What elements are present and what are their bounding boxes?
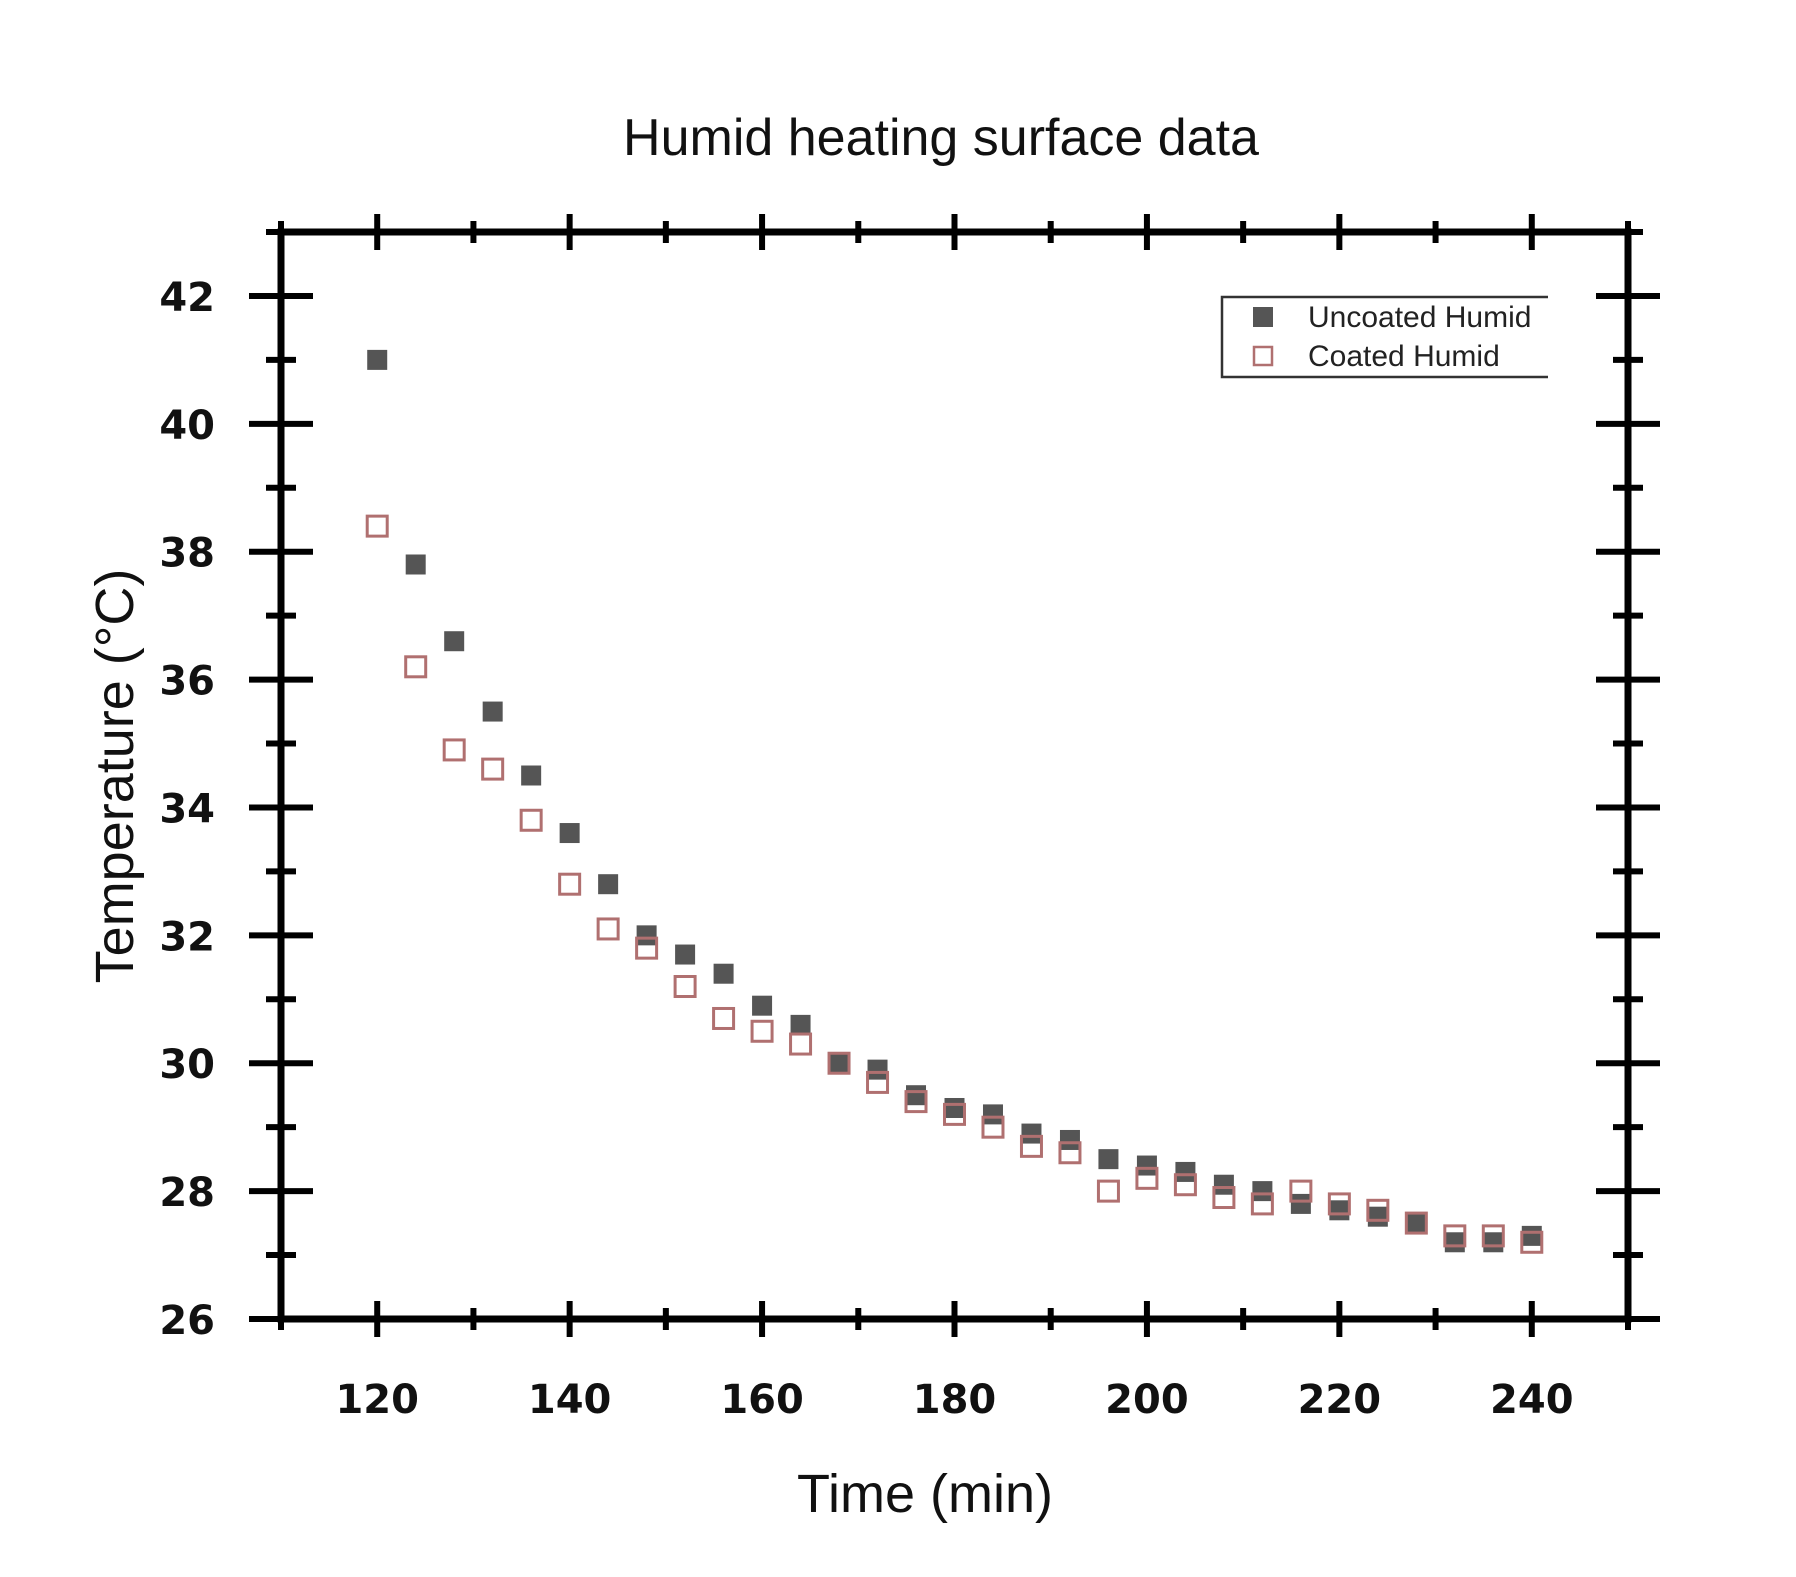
coated-humid-point — [866, 1070, 890, 1094]
coated-humid-point — [904, 1090, 928, 1114]
uncoated-humid-point — [367, 349, 388, 370]
coated-humid-point — [558, 872, 582, 896]
coated-humid-point — [1250, 1192, 1274, 1216]
coated-humid-point — [981, 1115, 1005, 1139]
coated-humid-point — [1327, 1192, 1351, 1216]
legend-label-coated: Coated Humid — [1308, 340, 1500, 373]
uncoated-humid-point — [559, 823, 580, 844]
uncoated-humid-point — [906, 1085, 927, 1106]
coated-humid-point — [827, 1051, 851, 1075]
x-axis-label: Time (min) — [797, 1464, 1053, 1524]
coated-humid-point — [1443, 1224, 1467, 1248]
uncoated-humid-point — [1059, 1129, 1080, 1150]
coated-humid-point — [481, 757, 505, 781]
uncoated-humid-point — [1290, 1193, 1311, 1214]
coated-humid-point — [596, 917, 620, 941]
legend: Uncoated Humid Coated Humid — [1220, 295, 1548, 379]
uncoated-humid-point — [867, 1059, 888, 1080]
uncoated-humid-point — [752, 995, 773, 1016]
y-tick-label: 30 — [159, 1042, 215, 1088]
coated-humid-point — [442, 738, 466, 762]
uncoated-humid-point — [1483, 1232, 1504, 1253]
coated-humid-point — [750, 1019, 774, 1043]
uncoated-humid-point — [1406, 1213, 1427, 1234]
coated-humid-point — [404, 655, 428, 679]
y-tick-label: 34 — [159, 786, 215, 832]
uncoated-humid-point — [1021, 1123, 1042, 1144]
legend-frame — [1220, 295, 1548, 379]
coated-humid-point — [519, 808, 543, 832]
coated-humid-point — [1135, 1166, 1159, 1190]
x-tick-label: 240 — [1490, 1377, 1574, 1423]
uncoated-humid-point — [1175, 1161, 1196, 1182]
uncoated-humid-point — [1136, 1155, 1157, 1176]
y-tick-label: 32 — [159, 914, 215, 960]
legend-label-uncoated: Uncoated Humid — [1308, 301, 1531, 334]
y-tick-label: 36 — [159, 659, 215, 705]
uncoated-humid-point — [598, 874, 619, 895]
uncoated-humid-point — [1213, 1174, 1234, 1195]
axis-ticks — [249, 214, 1660, 1337]
legend-marker-uncoated — [1253, 307, 1273, 327]
uncoated-humid-point — [1444, 1232, 1465, 1253]
uncoated-humid-point — [1252, 1181, 1273, 1202]
uncoated-humid-point — [790, 1014, 811, 1035]
tick-labels: 120 140 160 180 200 220 240 26 28 30 32 34 36 38 40 42 — [159, 275, 1573, 1423]
coated-humid-point — [789, 1032, 813, 1056]
coated-humid-point — [365, 514, 389, 538]
uncoated-humid-point — [405, 554, 426, 575]
uncoated-humid-point — [982, 1104, 1003, 1125]
coated-humid-point — [1404, 1211, 1428, 1235]
uncoated-humid-point — [1329, 1200, 1350, 1221]
coated-humid-point — [1212, 1186, 1236, 1210]
uncoated-humid-point — [636, 925, 657, 946]
uncoated-humid-point — [1521, 1225, 1542, 1246]
data-points — [365, 349, 1544, 1254]
coated-humid-point — [1058, 1141, 1082, 1165]
uncoated-humid-point — [521, 765, 542, 786]
y-tick-label: 28 — [159, 1170, 215, 1216]
x-tick-label: 180 — [913, 1377, 997, 1423]
uncoated-humid-point — [713, 963, 734, 984]
chart-title: Humid heating surface data — [623, 109, 1259, 167]
coated-humid-point — [943, 1102, 966, 1126]
coated-humid-point — [712, 1006, 736, 1030]
y-tick-label: 42 — [159, 275, 215, 321]
x-tick-label: 220 — [1298, 1377, 1382, 1423]
uncoated-humid-point — [829, 1053, 850, 1074]
coated-humid-point — [1019, 1134, 1043, 1158]
coated-humid-point — [635, 936, 659, 960]
uncoated-humid-point — [444, 631, 465, 652]
coated-humid-point — [1520, 1230, 1544, 1254]
uncoated-humid-point — [675, 944, 696, 965]
y-tick-label: 38 — [159, 531, 215, 577]
coated-humid-point — [1481, 1224, 1505, 1248]
coated-humid-point — [1173, 1173, 1197, 1197]
coated-humid-point — [1366, 1198, 1390, 1222]
x-tick-label: 200 — [1105, 1377, 1189, 1423]
uncoated-humid-point — [1098, 1149, 1119, 1170]
x-tick-label: 140 — [528, 1377, 612, 1423]
coated-humid-point — [1096, 1179, 1120, 1203]
x-tick-label: 120 — [335, 1377, 419, 1423]
y-tick-label: 26 — [159, 1298, 215, 1344]
legend-marker-coated — [1252, 345, 1274, 367]
coated-humid-point — [1289, 1179, 1313, 1203]
x-tick-label: 160 — [720, 1377, 804, 1423]
y-tick-label: 40 — [159, 403, 215, 449]
coated-humid-point — [673, 975, 697, 999]
y-axis-label: Temperature (°C) — [85, 569, 145, 984]
uncoated-humid-point — [482, 701, 503, 722]
uncoated-humid-point — [944, 1097, 965, 1118]
uncoated-humid-point — [1367, 1206, 1388, 1227]
